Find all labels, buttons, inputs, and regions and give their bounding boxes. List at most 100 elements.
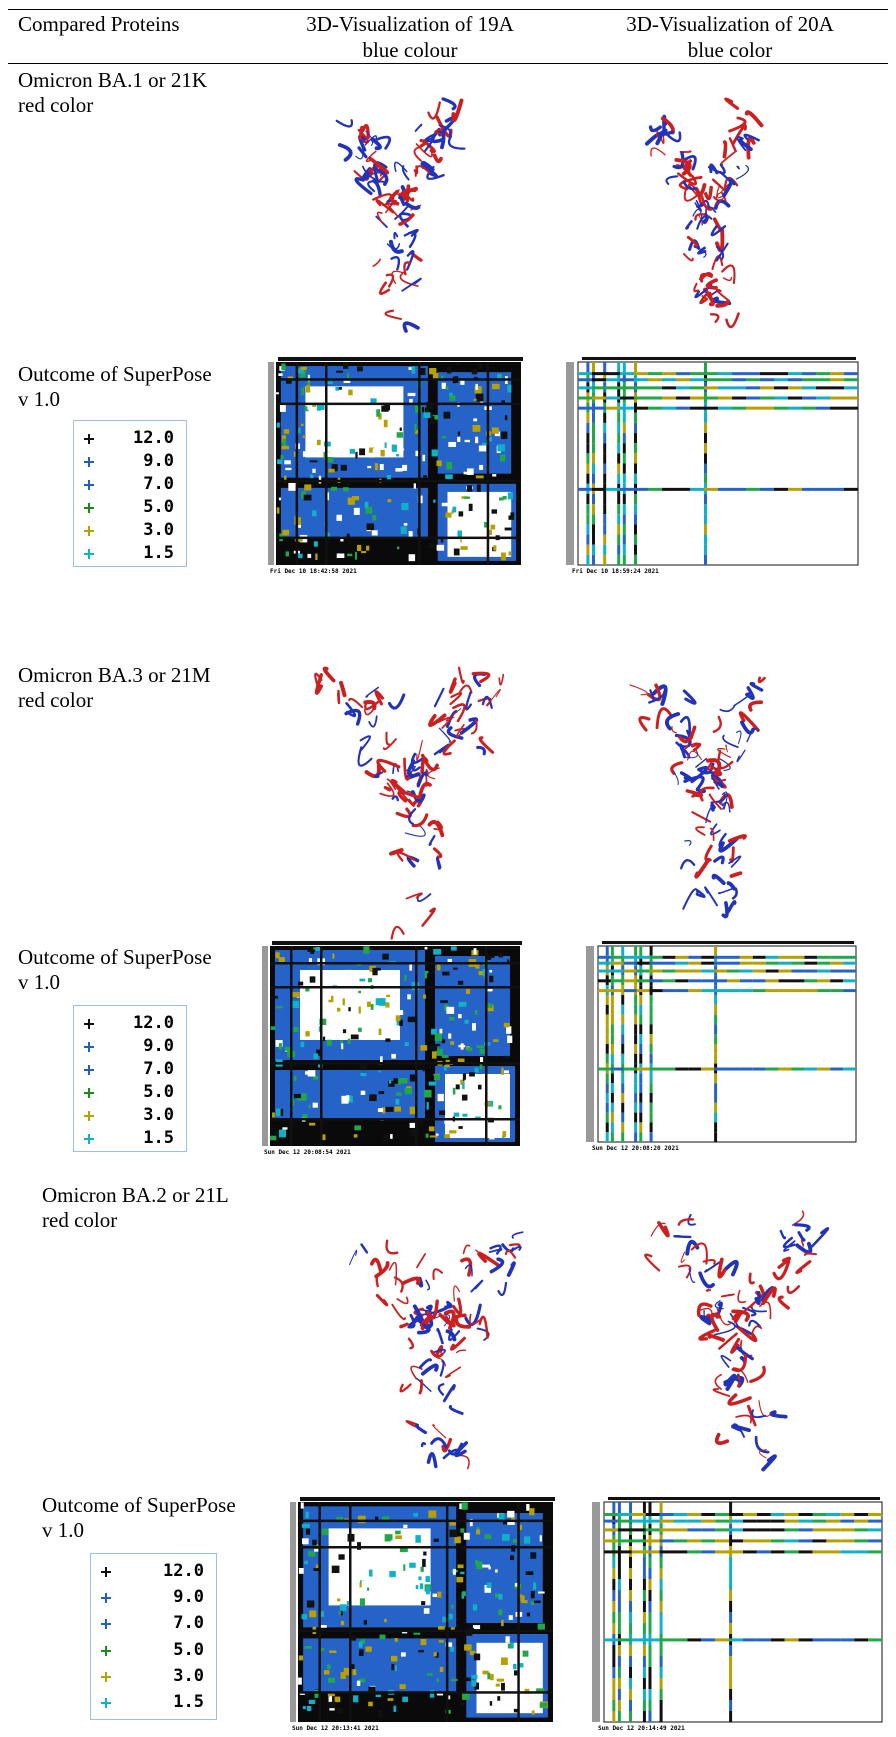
- matrix-cell: [279, 1043, 282, 1049]
- matrix-cell: [306, 1529, 310, 1535]
- matrix-stripe: [611, 989, 624, 992]
- matrix-stripe: [629, 1623, 632, 1634]
- matrix-cell: [469, 504, 473, 511]
- matrix-cell: [314, 1690, 318, 1698]
- matrix-cell: [471, 1680, 476, 1686]
- matrix-stripe: [621, 1103, 624, 1113]
- matrix-stripe: [592, 362, 595, 372]
- matrix-stripe: [714, 1103, 717, 1113]
- matrix-stripe: [643, 1700, 646, 1711]
- matrix-stripe: [643, 1645, 646, 1656]
- matrix-stripe: [757, 1528, 771, 1531]
- matrix-cell: [376, 998, 381, 1005]
- matrix-cell: [456, 1577, 463, 1582]
- matrix-stripe: [598, 979, 611, 982]
- legend-entry: 12.0: [91, 1560, 216, 1584]
- matrix-stripe: [618, 1645, 621, 1656]
- matrix-cell: [469, 1072, 475, 1076]
- plus-marker: [84, 1111, 94, 1121]
- ribbon: [717, 1435, 728, 1443]
- legend-entry: 5.0: [74, 496, 186, 520]
- matrix-stripe: [612, 1623, 615, 1634]
- matrix-stripe: [799, 1520, 813, 1523]
- matrix-cell: [385, 1002, 389, 1007]
- matrix-stripe: [603, 474, 606, 484]
- matrix-cell: [448, 1033, 451, 1038]
- matrix-stripe: [660, 1502, 663, 1513]
- matrix-stripe: [648, 1711, 651, 1722]
- matrix-cell: [426, 1134, 429, 1138]
- matrix-cell: [422, 1559, 426, 1567]
- matrix-stripe: [643, 1689, 646, 1700]
- matrix-stripe: [586, 504, 589, 514]
- matrix-stripe: [688, 962, 701, 965]
- matrix-stripe: [729, 1557, 732, 1568]
- matrix-stripe: [718, 488, 732, 491]
- matrix-stripe: [843, 956, 856, 959]
- matrix-stripe: [688, 970, 701, 973]
- matrix-cell: [474, 948, 477, 954]
- matrix-cell: [302, 1538, 309, 1544]
- matrix-stripe: [643, 1557, 646, 1568]
- matrix-stripe: [830, 397, 844, 400]
- matrix-cell: [391, 1540, 394, 1546]
- matrix-stripe: [660, 1667, 663, 1678]
- matrix-cell: [526, 1571, 534, 1575]
- legend-label: 5.0: [143, 1082, 174, 1102]
- matrix-stripe: [606, 397, 620, 400]
- matrix-cell: [490, 1674, 494, 1680]
- matrix-cell: [385, 442, 387, 448]
- ribbon: [717, 290, 729, 301]
- ribbon: [387, 1241, 398, 1254]
- matrix-cell: [430, 1690, 434, 1698]
- matrix-stripe: [650, 1093, 653, 1103]
- matrix-stripe: [826, 1528, 840, 1531]
- matrix-stripe: [598, 956, 611, 959]
- legend-label: 9.0: [143, 451, 174, 471]
- matrix-cell: [312, 1540, 316, 1546]
- matrix-stripe: [618, 1539, 632, 1542]
- matrix-stripe: [813, 1638, 827, 1641]
- matrix-stripe: [618, 1550, 632, 1553]
- matrix-cell: [292, 1001, 299, 1008]
- ribbon: [799, 1233, 804, 1241]
- matrix-stripe: [325, 362, 328, 565]
- matrix-stripe: [634, 1122, 637, 1132]
- ribbon: [459, 668, 464, 683]
- ribbon: [392, 927, 404, 939]
- matrix-cell: [328, 469, 334, 473]
- matrix-cell: [439, 1029, 442, 1034]
- ribbon: [734, 1312, 741, 1322]
- matrix-stripe: [774, 407, 788, 410]
- matrix-cell: [427, 1673, 433, 1676]
- matrix-stripe: [621, 1073, 624, 1083]
- matrix-stripe: [618, 1568, 621, 1579]
- matrix-stripe: [816, 407, 830, 410]
- ribbon: [680, 727, 695, 741]
- matrix-cell: [504, 1023, 510, 1027]
- ribbon: [681, 773, 690, 779]
- legend-entry: 3.0: [74, 1104, 186, 1128]
- matrix-stripe: [634, 488, 648, 491]
- ribbon: [375, 772, 382, 777]
- matrix-stripe: [592, 464, 595, 474]
- matrix-stripe: [623, 433, 626, 443]
- matrix-stripe: [701, 1513, 715, 1516]
- matrix-stripe: [660, 1623, 663, 1634]
- matrix-cell: [454, 1536, 461, 1543]
- matrix-stripe: [804, 979, 817, 982]
- matrix-cell: [408, 393, 416, 396]
- matrix-cell: [453, 507, 457, 513]
- matrix-stripe: [740, 956, 753, 959]
- matrix-cell: [294, 1076, 297, 1081]
- matrix-stripe: [660, 1557, 663, 1568]
- matrix-stripe: [611, 970, 624, 973]
- matrix-stripe: [637, 970, 650, 973]
- matrix-stripe: [270, 1062, 520, 1065]
- matrix-cell: [366, 546, 369, 551]
- matrix-stripe: [701, 962, 714, 965]
- row-label: v 1.0: [18, 387, 60, 412]
- matrix-stripe: [690, 397, 704, 400]
- matrix-cell: [395, 1638, 398, 1642]
- matrix-cell: [307, 950, 315, 952]
